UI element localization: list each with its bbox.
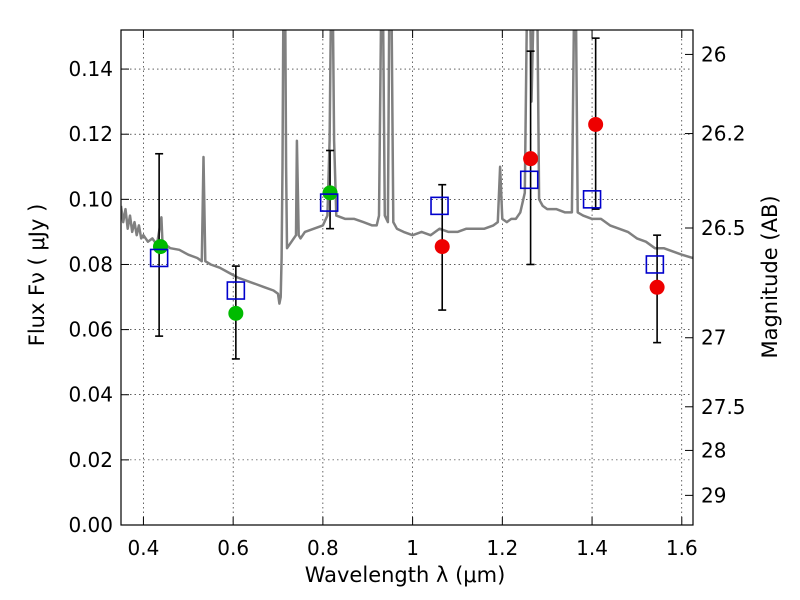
- y-tick-label: 0.02: [68, 448, 113, 472]
- y-tick-label: 0.06: [68, 318, 113, 342]
- observed-point: [228, 305, 244, 321]
- model-point-square: [149, 248, 169, 268]
- y2-tick-label: 26.2: [701, 122, 746, 146]
- observed-points-layer: [152, 116, 665, 321]
- y2-tick-label: 29: [701, 483, 726, 507]
- model-point-square: [645, 255, 665, 274]
- axis-ticks: [121, 30, 693, 526]
- observed-point: [322, 185, 338, 201]
- y2-tick-label: 26: [701, 42, 726, 66]
- y2-axis-label: Magnitude (AB): [758, 195, 782, 358]
- model-point-square: [519, 170, 539, 190]
- x-tick-label: 1.2: [486, 536, 518, 560]
- y-axis-label: Flux Fν ( μJy ): [25, 204, 49, 347]
- y-tick-label: 0.08: [68, 252, 113, 276]
- axis-tick-labels: 0.4 0.6 0.8 1 1.2 1.4 1.6 0.00 0.02 0.04 0.06 0.08 0…: [68, 42, 745, 560]
- model-point-square: [226, 281, 246, 300]
- observed-point: [649, 279, 665, 295]
- y2-tick-label: 27.5: [701, 395, 746, 419]
- observed-point: [434, 239, 450, 255]
- x-tick-label: 0.6: [217, 536, 249, 560]
- errorbar-layer: [155, 37, 662, 360]
- plot-background: [121, 30, 693, 525]
- y-tick-label: 0.00: [68, 513, 113, 537]
- plot-frame: [120, 29, 694, 526]
- x-axis-label: Wavelength λ (μm): [305, 563, 506, 587]
- x-tick-label: 1.4: [576, 536, 608, 560]
- y-tick-label: 0.14: [68, 57, 113, 81]
- x-tick-label: 0.4: [128, 536, 160, 560]
- y-tick-label: 0.12: [68, 122, 113, 146]
- x-tick-label: 1.6: [666, 536, 698, 560]
- y2-tick-label: 27: [701, 326, 726, 350]
- observed-point: [152, 239, 168, 255]
- observed-point: [523, 151, 539, 167]
- model-point-square: [582, 190, 602, 209]
- observed-point: [588, 116, 604, 132]
- model-point-square: [319, 193, 339, 212]
- model-points-layer: [149, 170, 665, 300]
- y-tick-label: 0.04: [68, 383, 113, 407]
- spectrum-layer: [121, 30, 693, 305]
- spectrum-line: [121, 30, 693, 305]
- grid-lines: [121, 30, 693, 526]
- x-tick-label: 1: [406, 536, 419, 560]
- y-tick-label: 0.10: [68, 187, 113, 211]
- x-tick-label: 0.8: [307, 536, 339, 560]
- y2-tick-label: 28: [701, 438, 726, 462]
- model-point-square: [430, 196, 449, 216]
- y2-tick-label: 26.5: [701, 216, 746, 240]
